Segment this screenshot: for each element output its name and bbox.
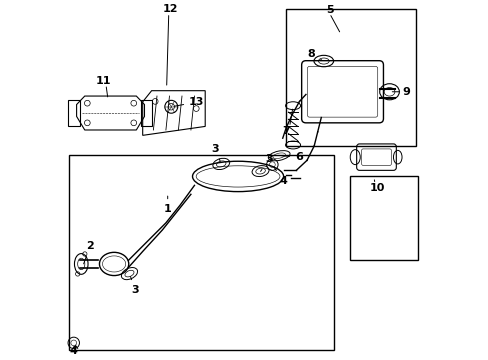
Text: 3: 3 bbox=[130, 276, 139, 295]
Text: 3: 3 bbox=[211, 144, 220, 161]
Text: 13: 13 bbox=[174, 97, 204, 107]
Text: 2: 2 bbox=[83, 241, 94, 264]
Text: 9: 9 bbox=[401, 87, 409, 97]
Text: 10: 10 bbox=[369, 183, 384, 193]
Text: 3: 3 bbox=[260, 154, 272, 171]
Text: 4: 4 bbox=[70, 346, 78, 356]
Bar bbox=[285, 9, 415, 146]
Text: 8: 8 bbox=[307, 49, 321, 60]
Text: 5: 5 bbox=[325, 5, 333, 15]
Bar bbox=[349, 176, 417, 260]
Text: 7: 7 bbox=[282, 126, 289, 136]
Text: 4: 4 bbox=[273, 167, 286, 186]
Text: 11: 11 bbox=[96, 76, 111, 86]
Bar bbox=[69, 155, 333, 350]
Text: 1: 1 bbox=[163, 196, 171, 214]
Text: 6: 6 bbox=[282, 152, 303, 162]
Text: 12: 12 bbox=[162, 4, 178, 14]
